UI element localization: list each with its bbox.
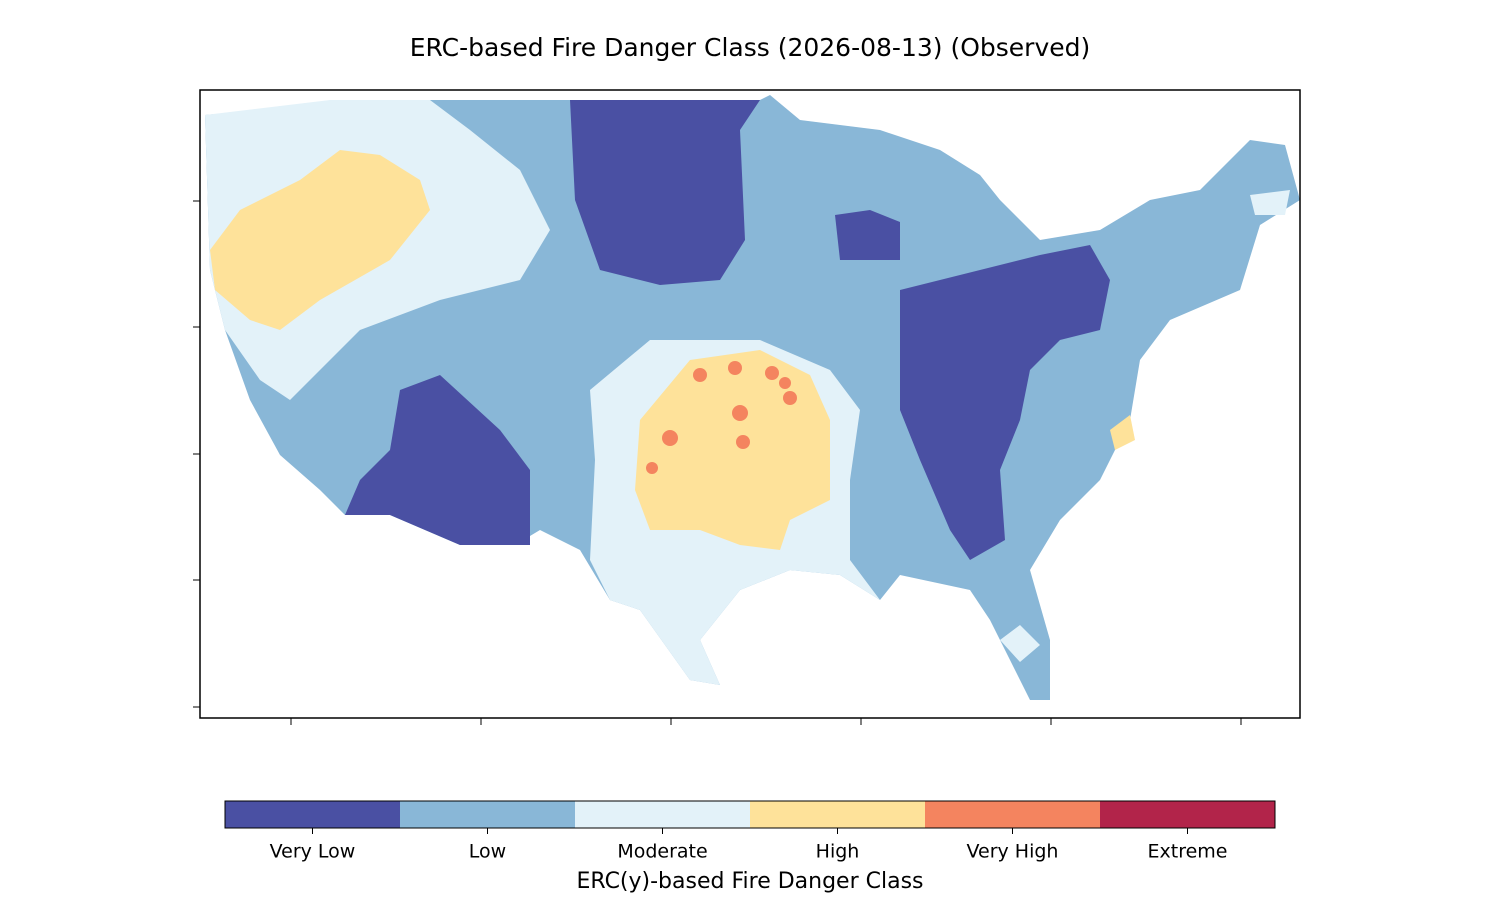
- colorbar-tick-label: High: [816, 841, 860, 863]
- spot: [693, 368, 707, 382]
- axis-ticks: [193, 200, 1242, 725]
- map-title: ERC-based Fire Danger Class (2026-08-13)…: [410, 33, 1091, 62]
- spot: [736, 435, 750, 449]
- very-high-spots: [646, 361, 797, 474]
- colorbar-segment: [925, 801, 1100, 828]
- colorbar-label: ERC(y)-based Fire Danger Class: [576, 869, 923, 894]
- colorbar-tick-label: Extreme: [1148, 841, 1228, 863]
- colorbar: Very Low Low Moderate High Very High Extreme: [224, 800, 1276, 863]
- colorbar-tick-label: Very High: [967, 841, 1059, 863]
- spot: [662, 430, 678, 446]
- region-very-low: [900, 245, 1110, 560]
- spot: [783, 391, 797, 405]
- colorbar-segment: [225, 801, 400, 828]
- region-high: [210, 150, 430, 330]
- colorbar-frame: [224, 800, 1276, 829]
- spot: [732, 405, 748, 421]
- colorbar-tick-label: Moderate: [617, 841, 707, 863]
- colorbar-segment: [1100, 801, 1275, 828]
- spot: [728, 361, 742, 375]
- region-very-low: [835, 210, 900, 260]
- region-very-low: [570, 100, 760, 285]
- region-very-low: [345, 375, 530, 545]
- colorbar-segment: [400, 801, 575, 828]
- region-high: [1110, 415, 1135, 450]
- spot: [765, 366, 779, 380]
- colorbar-tick-label: Low: [469, 841, 506, 863]
- colorbar-segment: [575, 801, 750, 828]
- map: [205, 95, 1300, 700]
- axes-frame: [199, 89, 1301, 719]
- spot: [779, 377, 791, 389]
- colorbar-tick-label: Very Low: [270, 841, 356, 863]
- region-high: [635, 350, 830, 550]
- colorbar-segment: [750, 801, 925, 828]
- spot: [646, 462, 658, 474]
